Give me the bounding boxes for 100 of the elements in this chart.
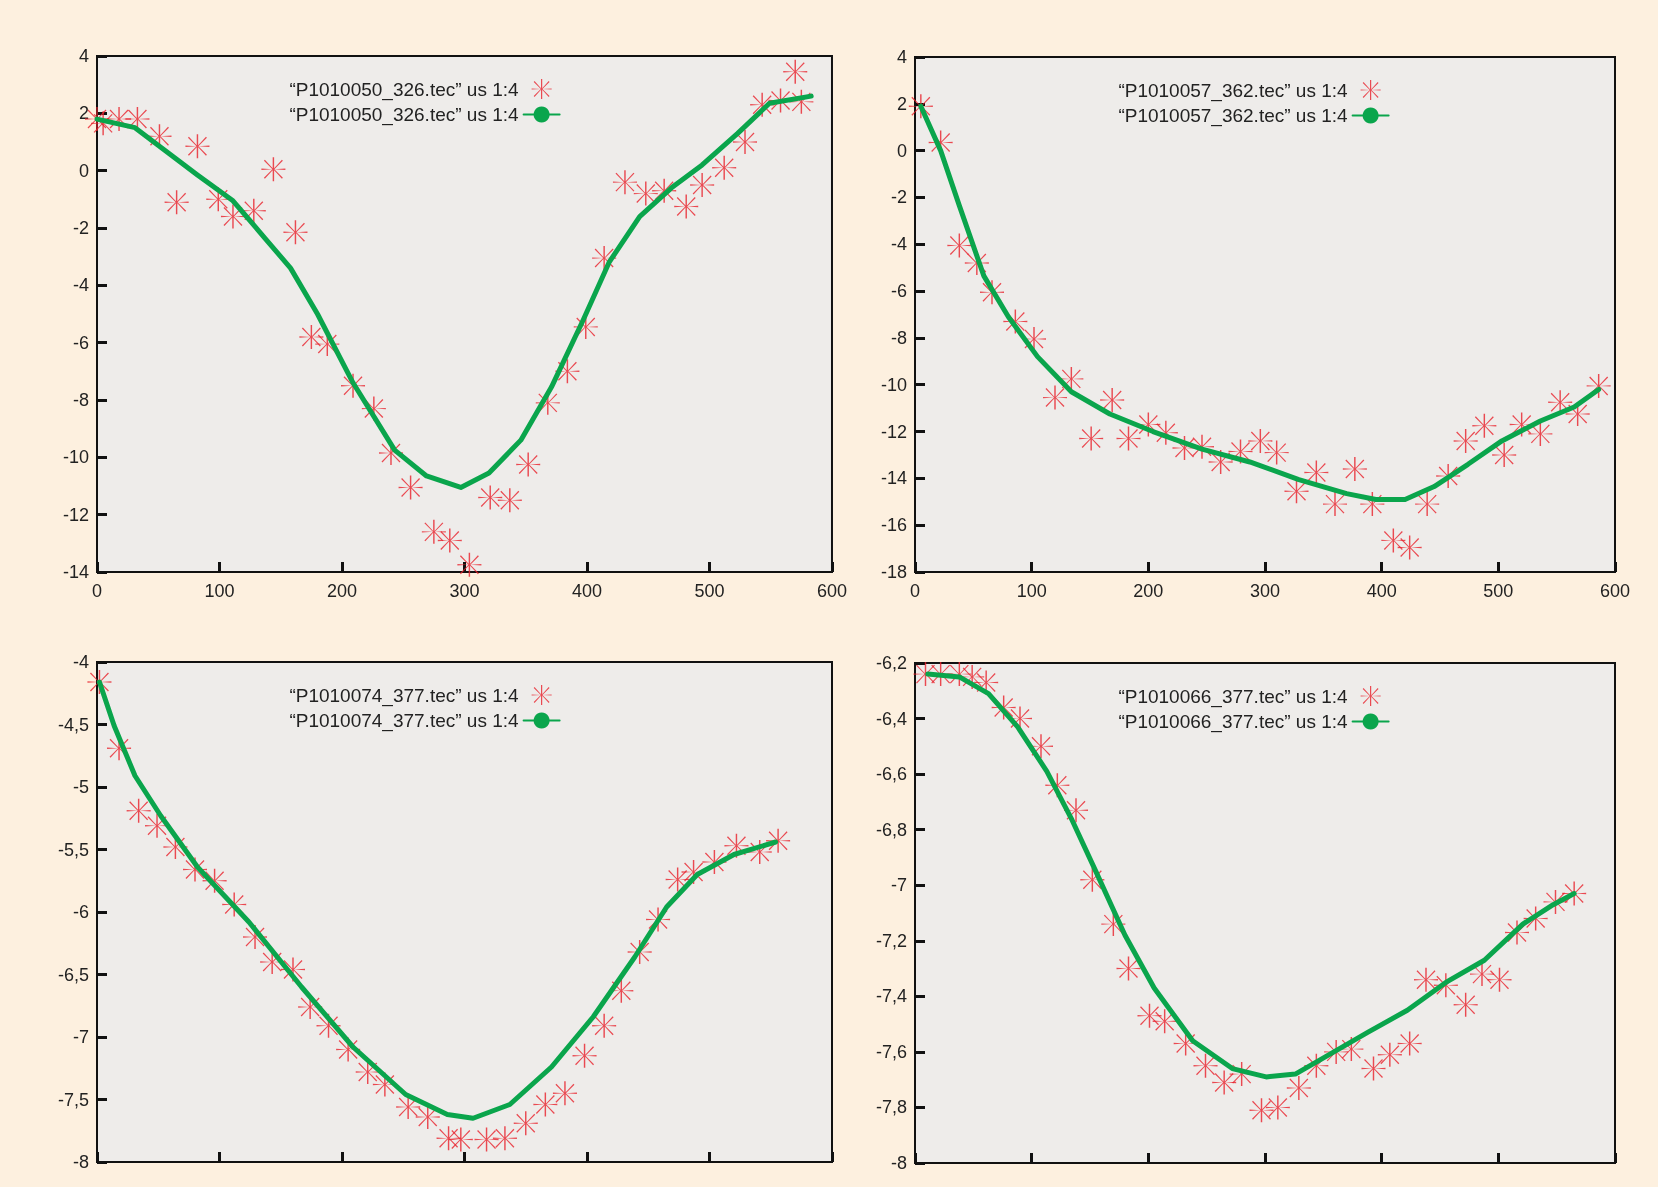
point (1397, 535, 1422, 560)
point (1100, 387, 1125, 412)
point (1487, 967, 1512, 992)
y-tick-label: -12 (880, 421, 907, 442)
x-tick-label: 400 (571, 581, 603, 601)
legend-label: “P1010066_377.tec” us 1:4 (1118, 685, 1349, 708)
point (1361, 1056, 1386, 1081)
y-tick-label: -8 (72, 390, 89, 410)
y-tick-label: -6,6 (875, 764, 907, 785)
point (1212, 1070, 1237, 1095)
point (1286, 1076, 1311, 1100)
y-tick-label: -4 (890, 234, 907, 255)
y-tick-label: -5 (72, 777, 89, 797)
x-tick-label: 0 (909, 581, 921, 601)
y-tick-label: -7,5 (57, 1089, 89, 1110)
y-tick-label: 0 (78, 160, 89, 181)
y-tick-label: -8 (890, 1153, 907, 1173)
x-tick-label: 600 (1599, 581, 1631, 601)
y-tick-label: -14 (62, 562, 89, 582)
y-tick-label: -7,2 (875, 930, 907, 951)
y-tick-label: -6,5 (57, 964, 89, 985)
y-tick-label: -7 (890, 875, 907, 896)
y-tick-label: -7,4 (875, 986, 907, 1007)
legend-label: “P1010074_377.tec” us 1:4 (289, 684, 520, 707)
point (185, 134, 210, 159)
point (164, 190, 189, 215)
point (1453, 428, 1478, 453)
y-tick-label: -6 (890, 281, 907, 302)
point (437, 528, 462, 553)
x-tick-label: 600 (816, 581, 848, 601)
y-tick-label: -16 (880, 515, 907, 536)
y-tick-label: -5,5 (57, 839, 89, 860)
point (1342, 457, 1367, 481)
y-tick-label: 4 (78, 46, 89, 66)
y-tick-label: -4 (72, 275, 89, 296)
x-tick-label: 200 (1133, 581, 1164, 601)
point (1264, 440, 1289, 465)
legend-label: “P1010066_377.tec” us 1:4 (1118, 711, 1349, 733)
point (1116, 426, 1141, 451)
x-tick-label: 0 (91, 581, 103, 601)
point (516, 452, 541, 477)
point (1323, 492, 1347, 517)
y-tick-label: -6,8 (875, 819, 907, 840)
point (497, 488, 522, 513)
point (1492, 442, 1517, 467)
y-tick-label: -8 (72, 1152, 89, 1172)
point (633, 181, 658, 206)
point (947, 233, 972, 258)
y-tick-label: -14 (880, 468, 907, 489)
legend-label: “P1010057_362.tec” us 1:4 (1118, 79, 1349, 102)
y-tick-label: -18 (880, 562, 907, 582)
point (1381, 528, 1406, 553)
y-tick-label: -8 (890, 327, 907, 348)
point (1043, 385, 1067, 410)
y-tick-label: -6 (72, 332, 89, 353)
y-tick-label: -10 (62, 447, 89, 468)
point (1304, 460, 1329, 485)
y-tick-label: 0 (896, 140, 907, 161)
x-tick-label: 500 (1483, 581, 1514, 601)
x-tick-label: 500 (694, 581, 725, 601)
x-tick-label: 300 (1249, 581, 1281, 601)
y-tick-label: -10 (880, 374, 907, 395)
point (690, 173, 715, 197)
x-tick-label: 200 (326, 581, 358, 601)
point (1397, 1031, 1422, 1056)
y-tick-label: -4,5 (57, 714, 89, 735)
point (1248, 428, 1273, 453)
point (1414, 967, 1438, 992)
x-tick-label: 100 (204, 581, 235, 601)
y-tick-label: -6 (72, 902, 89, 922)
y-tick-label: 2 (896, 93, 907, 114)
point (478, 485, 503, 510)
point (572, 1043, 597, 1068)
y-tick-label: -6,2 (875, 653, 907, 673)
point (448, 1127, 473, 1152)
point (1415, 492, 1440, 517)
x-tick-label: 400 (1366, 581, 1397, 601)
y-tick-label: -4 (72, 652, 89, 672)
legend-label: “P1010050_326.tec” us 1:4 (289, 104, 520, 126)
point (283, 220, 308, 245)
legend-label: “P1010074_377.tec” us 1:4 (289, 710, 520, 732)
point (421, 519, 446, 544)
y-tick-label: 4 (896, 47, 907, 67)
point (612, 170, 637, 195)
point (1377, 1042, 1402, 1067)
point (592, 1013, 617, 1038)
legend-label: “P1010050_326.tec” us 1:4 (289, 78, 520, 101)
point (1116, 956, 1141, 981)
y-tick-label: -2 (72, 218, 89, 238)
point (674, 194, 699, 219)
y-tick-label: -7,8 (875, 1097, 907, 1118)
y-tick-label: -2 (890, 187, 907, 208)
x-tick-label: 300 (449, 581, 480, 601)
y-tick-label: -7,6 (875, 1041, 907, 1062)
x-tick-label: 100 (1016, 581, 1047, 601)
point (533, 1092, 558, 1117)
y-tick-label: 2 (78, 103, 89, 124)
point (552, 1081, 577, 1106)
point (712, 155, 737, 180)
point (457, 552, 482, 577)
